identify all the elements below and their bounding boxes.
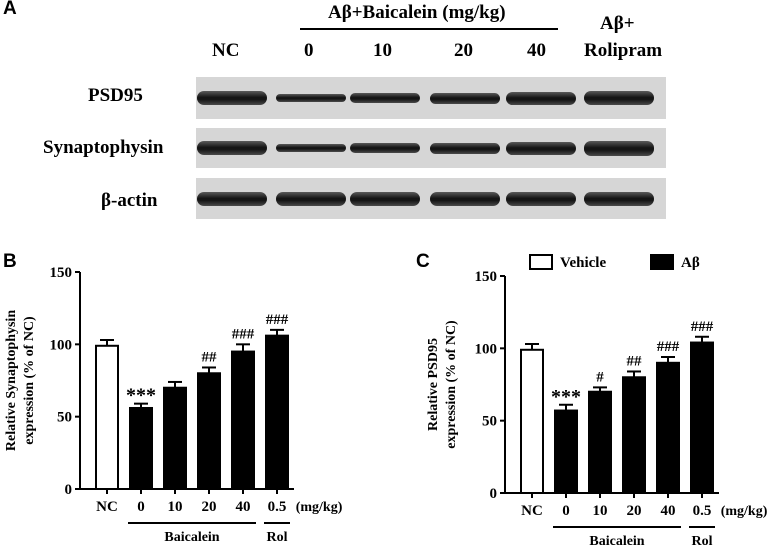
legend-label: Aβ <box>681 255 700 271</box>
blot-band <box>506 191 576 206</box>
blot-col-0: 0 <box>304 40 314 61</box>
blot-band <box>430 142 500 154</box>
y-tick-label: 0 <box>490 486 498 502</box>
group-label: Baicalein <box>589 534 644 549</box>
y-tick-label: 100 <box>50 337 73 353</box>
y-tick-label: 150 <box>475 269 498 285</box>
significance-label: # <box>596 369 604 385</box>
blot-band <box>506 91 576 105</box>
panel-a-letter: A <box>3 0 17 19</box>
significance-label: ## <box>627 353 643 369</box>
blot-col-10: 10 <box>373 40 392 61</box>
baicalein-group-header: Aβ+Baicalein (mg/kg) <box>328 2 506 23</box>
bar <box>690 341 714 494</box>
unit-label: (mg/kg) <box>721 504 768 519</box>
legend-swatch <box>650 254 674 270</box>
unit-label: (mg/kg) <box>296 500 343 515</box>
y-tick-label: 50 <box>482 414 497 430</box>
blot-col-40: 40 <box>527 40 546 61</box>
x-tick-label: 10 <box>168 499 183 515</box>
y-tick-label: 150 <box>50 265 73 281</box>
significance-label: ### <box>266 312 289 328</box>
blot-col-rolipram-line2: Rolipram <box>584 40 663 61</box>
blot-band <box>506 141 576 155</box>
y-axis-label-line2: expression (% of NC) <box>22 316 37 445</box>
blot-band <box>197 141 267 155</box>
y-tick-label: 100 <box>475 341 498 357</box>
significance-label: ## <box>202 349 218 365</box>
blot-band <box>430 92 500 104</box>
significance-label: *** <box>551 386 581 408</box>
y-tick-label: 0 <box>65 482 73 498</box>
group-label: Rol <box>692 534 713 549</box>
blot-band <box>276 191 346 206</box>
bar <box>622 376 646 494</box>
blot-band <box>350 143 420 153</box>
blot-row-label-synaptophysin: Synaptophysin <box>43 137 164 158</box>
significance-label: *** <box>126 385 156 407</box>
panel-b-letter: B <box>3 251 17 272</box>
y-axis-label-line2: expression (% of NC) <box>444 320 459 449</box>
bar <box>588 390 612 495</box>
bar <box>656 361 680 494</box>
blot-band <box>584 91 654 105</box>
x-tick-label: 0 <box>562 503 570 519</box>
significance-label: ### <box>232 326 255 342</box>
x-tick-label: NC <box>96 499 118 515</box>
y-axis-label-line1: Relative Synaptophysin <box>4 310 19 451</box>
x-tick-label: 0.5 <box>268 499 287 515</box>
blot-band <box>350 93 420 103</box>
x-tick-label: 0.5 <box>693 503 712 519</box>
x-tick-label: NC <box>521 503 543 519</box>
x-tick-label: 20 <box>627 503 642 519</box>
baicalein-group-underline <box>300 28 558 30</box>
group-label: Baicalein <box>164 530 219 545</box>
blot-band <box>584 191 654 206</box>
blot-band <box>197 191 267 206</box>
bar <box>520 348 544 494</box>
panel-c-letter: C <box>416 251 430 272</box>
blot-row-label-beta-actin: β-actin <box>101 190 158 211</box>
x-tick-label: 10 <box>593 503 608 519</box>
x-tick-label: 40 <box>661 503 676 519</box>
blot-col-20: 20 <box>454 40 473 61</box>
blot-col-rolipram-line1: Aβ+ <box>600 13 635 34</box>
blot-band <box>584 140 654 156</box>
blot-band <box>350 191 420 206</box>
blot-band <box>276 144 346 152</box>
x-tick-label: 40 <box>236 499 251 515</box>
blot-band <box>430 191 500 206</box>
blot-band <box>197 91 267 105</box>
x-tick-label: 20 <box>202 499 217 515</box>
blot-row-label-psd95: PSD95 <box>88 85 143 106</box>
blot-band <box>276 94 346 102</box>
y-tick-label: 50 <box>57 410 72 426</box>
y-axis-label-line1: Relative PSD95 <box>426 338 441 431</box>
significance-label: ### <box>691 319 714 335</box>
x-tick-label: 0 <box>137 499 145 515</box>
legend-swatch <box>529 254 553 270</box>
blot-col-nc: NC <box>212 40 240 61</box>
group-label: Rol <box>267 530 288 545</box>
significance-label: ### <box>657 339 680 355</box>
legend-label: Vehicle <box>560 255 606 271</box>
bar <box>554 409 578 495</box>
